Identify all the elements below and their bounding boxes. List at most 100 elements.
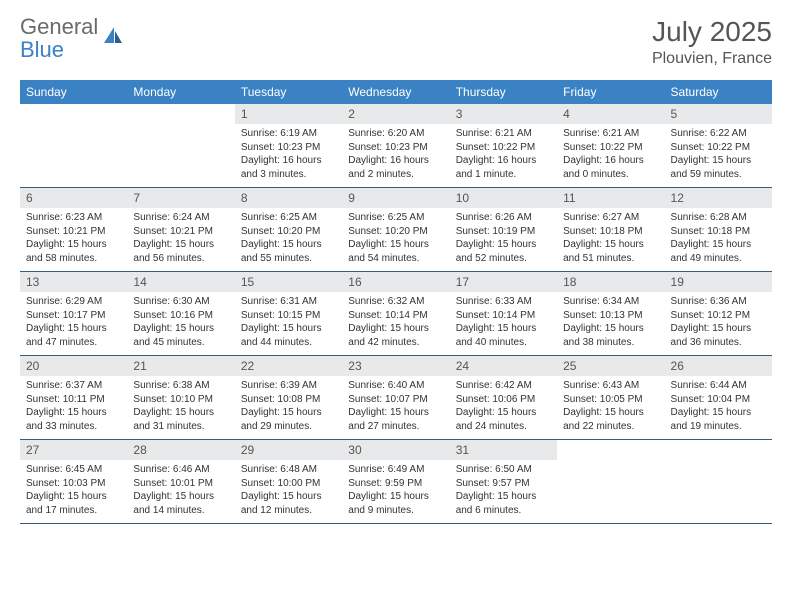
calendar-cell: 3Sunrise: 6:21 AMSunset: 10:22 PMDayligh… — [450, 104, 557, 188]
day-details: Sunrise: 6:48 AMSunset: 10:00 PMDaylight… — [235, 460, 342, 523]
day-number: 16 — [342, 272, 449, 292]
calendar-cell: 12Sunrise: 6:28 AMSunset: 10:18 PMDaylig… — [665, 188, 772, 272]
day-number: 31 — [450, 440, 557, 460]
day-details: Sunrise: 6:21 AMSunset: 10:22 PMDaylight… — [450, 124, 557, 187]
calendar-cell: 16Sunrise: 6:32 AMSunset: 10:14 PMDaylig… — [342, 272, 449, 356]
location-label: Plouvien, France — [652, 50, 772, 68]
day-number: 4 — [557, 104, 664, 124]
calendar-page: General Blue July 2025 Plouvien, France … — [0, 0, 792, 540]
day-header: Tuesday — [235, 80, 342, 104]
day-number: 30 — [342, 440, 449, 460]
calendar-table: SundayMondayTuesdayWednesdayThursdayFrid… — [20, 80, 772, 524]
calendar-cell: 4Sunrise: 6:21 AMSunset: 10:22 PMDayligh… — [557, 104, 664, 188]
calendar-row: 13Sunrise: 6:29 AMSunset: 10:17 PMDaylig… — [20, 272, 772, 356]
day-number: 13 — [20, 272, 127, 292]
calendar-cell: 19Sunrise: 6:36 AMSunset: 10:12 PMDaylig… — [665, 272, 772, 356]
day-number: 10 — [450, 188, 557, 208]
day-details: Sunrise: 6:21 AMSunset: 10:22 PMDaylight… — [557, 124, 664, 187]
day-details — [665, 458, 772, 467]
calendar-cell: 27Sunrise: 6:45 AMSunset: 10:03 PMDaylig… — [20, 440, 127, 524]
calendar-row: 1Sunrise: 6:19 AMSunset: 10:23 PMDayligh… — [20, 104, 772, 188]
day-number: 26 — [665, 356, 772, 376]
day-details: Sunrise: 6:37 AMSunset: 10:11 PMDaylight… — [20, 376, 127, 439]
brand-word1: General — [20, 14, 98, 39]
day-details: Sunrise: 6:34 AMSunset: 10:13 PMDaylight… — [557, 292, 664, 355]
day-details: Sunrise: 6:44 AMSunset: 10:04 PMDaylight… — [665, 376, 772, 439]
day-details: Sunrise: 6:29 AMSunset: 10:17 PMDaylight… — [20, 292, 127, 355]
day-number: 23 — [342, 356, 449, 376]
calendar-cell: 22Sunrise: 6:39 AMSunset: 10:08 PMDaylig… — [235, 356, 342, 440]
day-number — [20, 104, 127, 122]
calendar-cell: 9Sunrise: 6:25 AMSunset: 10:20 PMDayligh… — [342, 188, 449, 272]
calendar-cell: 24Sunrise: 6:42 AMSunset: 10:06 PMDaylig… — [450, 356, 557, 440]
day-details — [20, 122, 127, 131]
day-details: Sunrise: 6:22 AMSunset: 10:22 PMDaylight… — [665, 124, 772, 187]
calendar-cell — [127, 104, 234, 188]
day-header: Saturday — [665, 80, 772, 104]
calendar-cell: 15Sunrise: 6:31 AMSunset: 10:15 PMDaylig… — [235, 272, 342, 356]
day-number: 2 — [342, 104, 449, 124]
day-number: 5 — [665, 104, 772, 124]
day-details: Sunrise: 6:46 AMSunset: 10:01 PMDaylight… — [127, 460, 234, 523]
day-details: Sunrise: 6:28 AMSunset: 10:18 PMDaylight… — [665, 208, 772, 271]
day-details: Sunrise: 6:39 AMSunset: 10:08 PMDaylight… — [235, 376, 342, 439]
day-number: 9 — [342, 188, 449, 208]
day-number: 6 — [20, 188, 127, 208]
day-number — [665, 440, 772, 458]
calendar-cell: 8Sunrise: 6:25 AMSunset: 10:20 PMDayligh… — [235, 188, 342, 272]
day-number: 22 — [235, 356, 342, 376]
day-details — [127, 122, 234, 131]
calendar-cell: 23Sunrise: 6:40 AMSunset: 10:07 PMDaylig… — [342, 356, 449, 440]
calendar-cell — [665, 440, 772, 524]
day-details: Sunrise: 6:32 AMSunset: 10:14 PMDaylight… — [342, 292, 449, 355]
day-number: 17 — [450, 272, 557, 292]
calendar-cell: 18Sunrise: 6:34 AMSunset: 10:13 PMDaylig… — [557, 272, 664, 356]
calendar-cell: 5Sunrise: 6:22 AMSunset: 10:22 PMDayligh… — [665, 104, 772, 188]
brand-logo: General Blue — [20, 16, 124, 62]
day-number — [127, 104, 234, 122]
page-header: General Blue July 2025 Plouvien, France — [20, 16, 772, 68]
title-block: July 2025 Plouvien, France — [652, 16, 772, 68]
day-details — [557, 458, 664, 467]
day-details: Sunrise: 6:50 AMSunset: 9:57 PMDaylight:… — [450, 460, 557, 523]
calendar-row: 20Sunrise: 6:37 AMSunset: 10:11 PMDaylig… — [20, 356, 772, 440]
calendar-cell: 21Sunrise: 6:38 AMSunset: 10:10 PMDaylig… — [127, 356, 234, 440]
day-details: Sunrise: 6:33 AMSunset: 10:14 PMDaylight… — [450, 292, 557, 355]
calendar-cell — [557, 440, 664, 524]
calendar-cell: 1Sunrise: 6:19 AMSunset: 10:23 PMDayligh… — [235, 104, 342, 188]
calendar-cell: 10Sunrise: 6:26 AMSunset: 10:19 PMDaylig… — [450, 188, 557, 272]
day-details: Sunrise: 6:43 AMSunset: 10:05 PMDaylight… — [557, 376, 664, 439]
calendar-cell: 25Sunrise: 6:43 AMSunset: 10:05 PMDaylig… — [557, 356, 664, 440]
day-details: Sunrise: 6:23 AMSunset: 10:21 PMDaylight… — [20, 208, 127, 271]
day-number: 14 — [127, 272, 234, 292]
day-number: 27 — [20, 440, 127, 460]
day-number: 3 — [450, 104, 557, 124]
calendar-body: 1Sunrise: 6:19 AMSunset: 10:23 PMDayligh… — [20, 104, 772, 524]
day-details: Sunrise: 6:42 AMSunset: 10:06 PMDaylight… — [450, 376, 557, 439]
calendar-cell — [20, 104, 127, 188]
day-details: Sunrise: 6:25 AMSunset: 10:20 PMDaylight… — [342, 208, 449, 271]
calendar-head: SundayMondayTuesdayWednesdayThursdayFrid… — [20, 80, 772, 104]
calendar-row: 6Sunrise: 6:23 AMSunset: 10:21 PMDayligh… — [20, 188, 772, 272]
day-number: 20 — [20, 356, 127, 376]
day-details: Sunrise: 6:25 AMSunset: 10:20 PMDaylight… — [235, 208, 342, 271]
calendar-cell: 7Sunrise: 6:24 AMSunset: 10:21 PMDayligh… — [127, 188, 234, 272]
day-number: 1 — [235, 104, 342, 124]
day-details: Sunrise: 6:36 AMSunset: 10:12 PMDaylight… — [665, 292, 772, 355]
day-header: Friday — [557, 80, 664, 104]
calendar-cell: 2Sunrise: 6:20 AMSunset: 10:23 PMDayligh… — [342, 104, 449, 188]
month-title: July 2025 — [652, 16, 772, 48]
calendar-row: 27Sunrise: 6:45 AMSunset: 10:03 PMDaylig… — [20, 440, 772, 524]
day-number: 7 — [127, 188, 234, 208]
day-details: Sunrise: 6:20 AMSunset: 10:23 PMDaylight… — [342, 124, 449, 187]
day-number: 28 — [127, 440, 234, 460]
day-number: 25 — [557, 356, 664, 376]
day-number: 21 — [127, 356, 234, 376]
day-details: Sunrise: 6:31 AMSunset: 10:15 PMDaylight… — [235, 292, 342, 355]
day-number: 24 — [450, 356, 557, 376]
day-details: Sunrise: 6:26 AMSunset: 10:19 PMDaylight… — [450, 208, 557, 271]
calendar-cell: 20Sunrise: 6:37 AMSunset: 10:11 PMDaylig… — [20, 356, 127, 440]
day-details: Sunrise: 6:27 AMSunset: 10:18 PMDaylight… — [557, 208, 664, 271]
day-details: Sunrise: 6:49 AMSunset: 9:59 PMDaylight:… — [342, 460, 449, 523]
sail-icon — [102, 25, 124, 52]
